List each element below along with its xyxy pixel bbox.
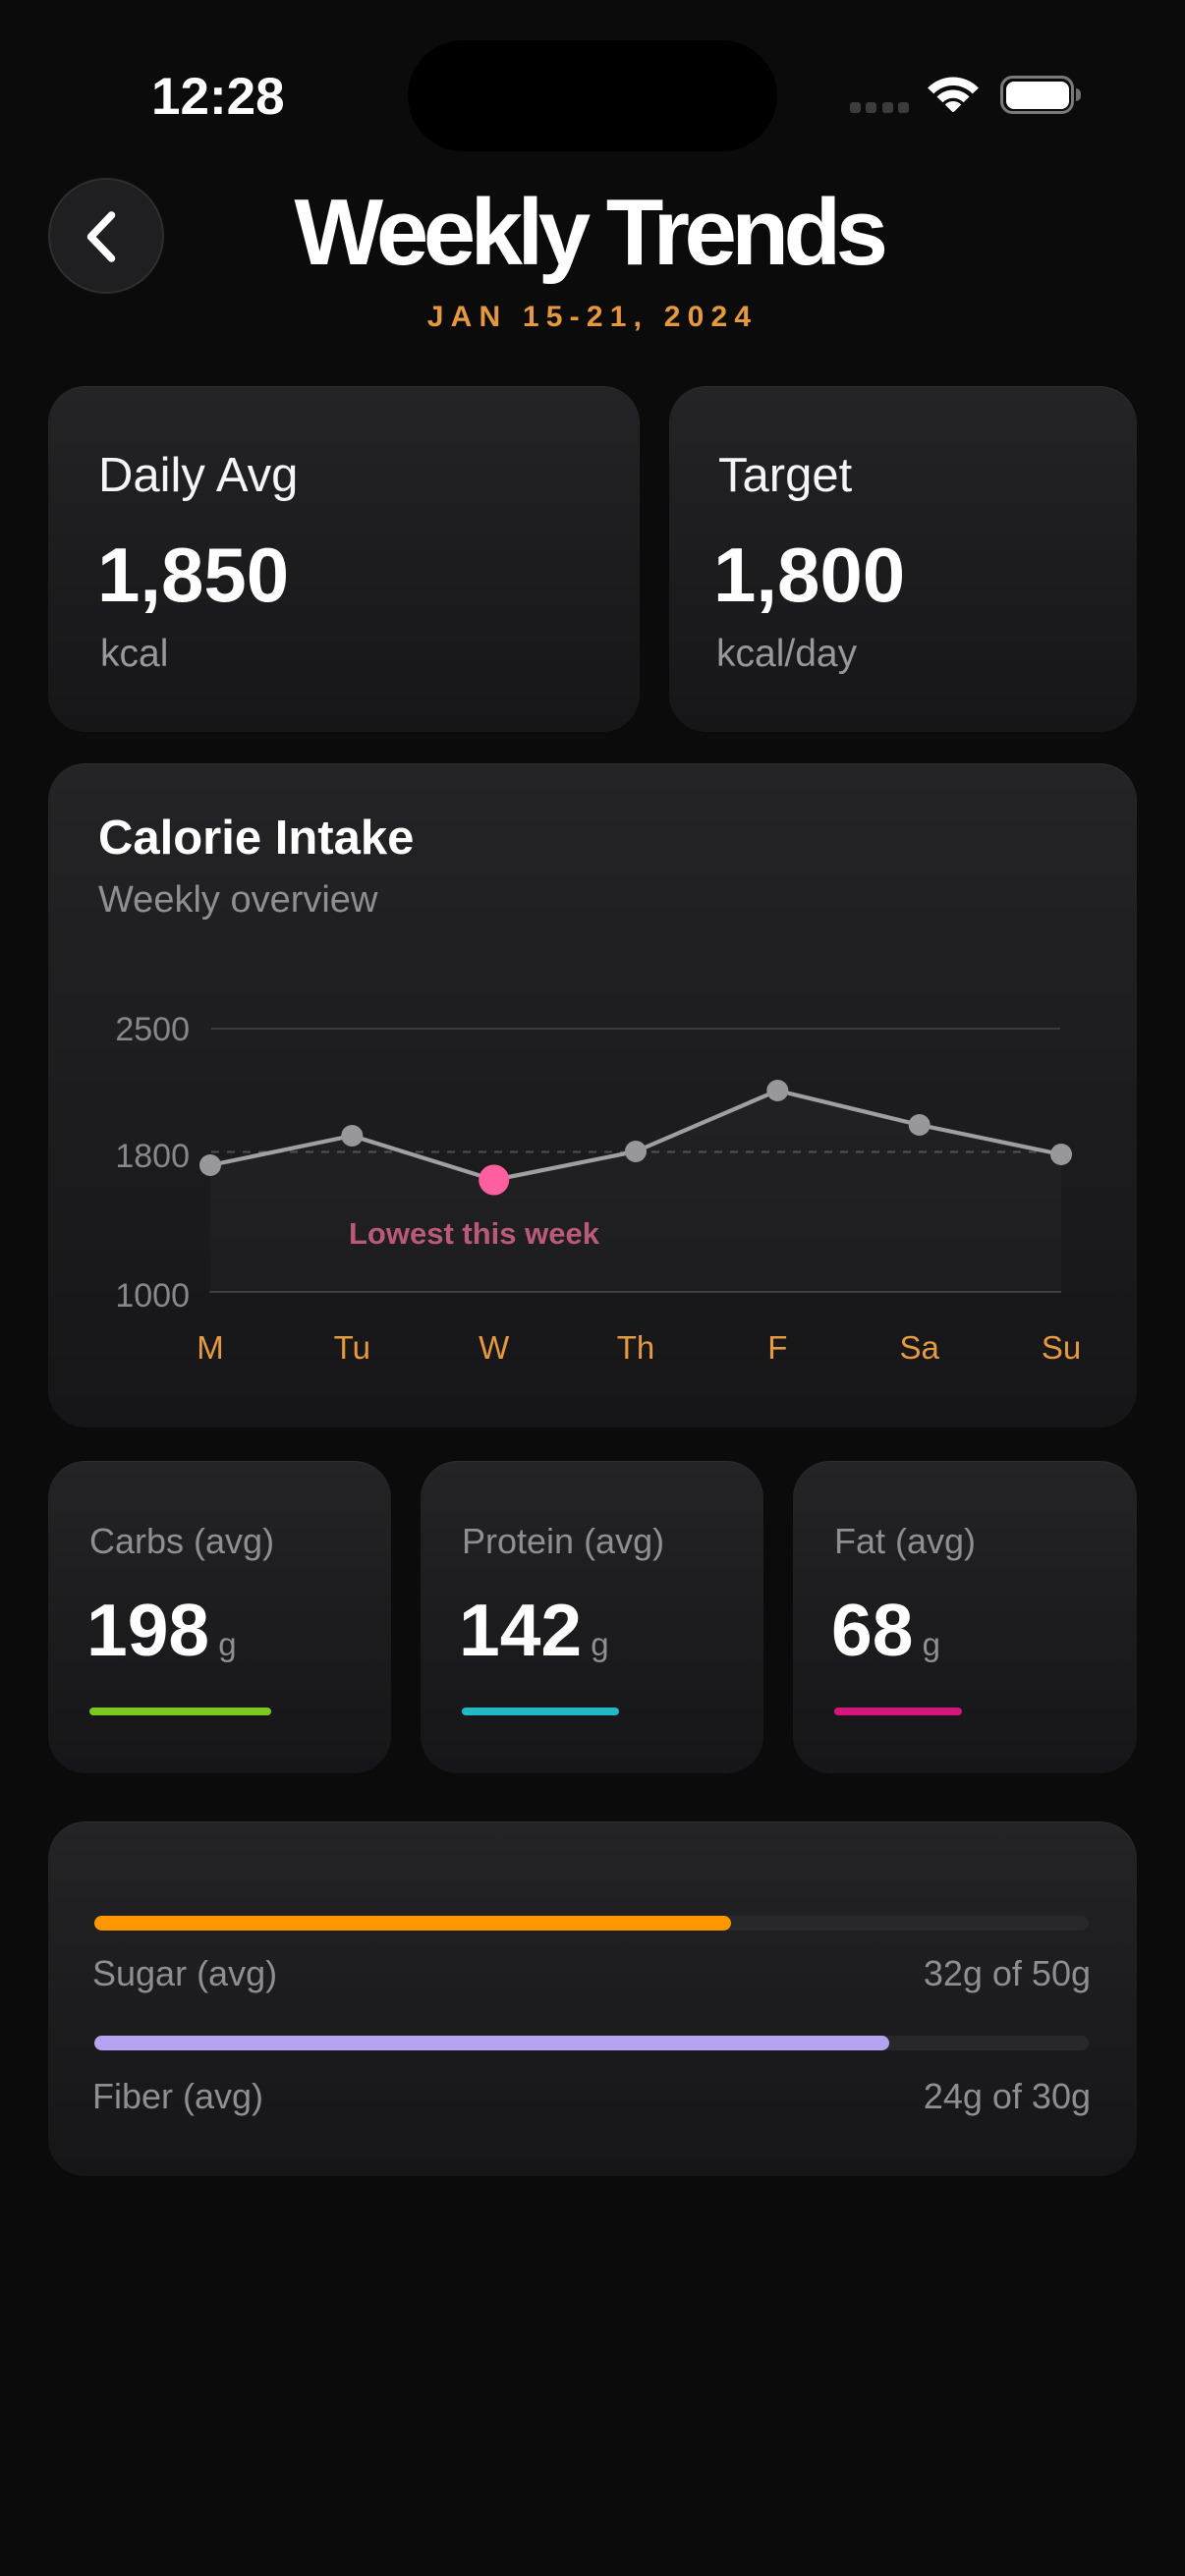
svg-text:1800: 1800 (115, 1138, 190, 1175)
svg-text:Th: Th (617, 1329, 655, 1366)
svg-text:Sa: Sa (900, 1329, 940, 1366)
svg-text:Tu: Tu (334, 1329, 370, 1366)
svg-text:W: W (479, 1329, 510, 1366)
svg-text:1000: 1000 (115, 1277, 190, 1315)
svg-text:F: F (767, 1329, 787, 1366)
svg-text:Lowest this week: Lowest this week (349, 1216, 600, 1251)
svg-text:Su: Su (1042, 1329, 1081, 1366)
svg-text:M: M (197, 1329, 224, 1366)
svg-text:2500: 2500 (115, 1011, 190, 1048)
